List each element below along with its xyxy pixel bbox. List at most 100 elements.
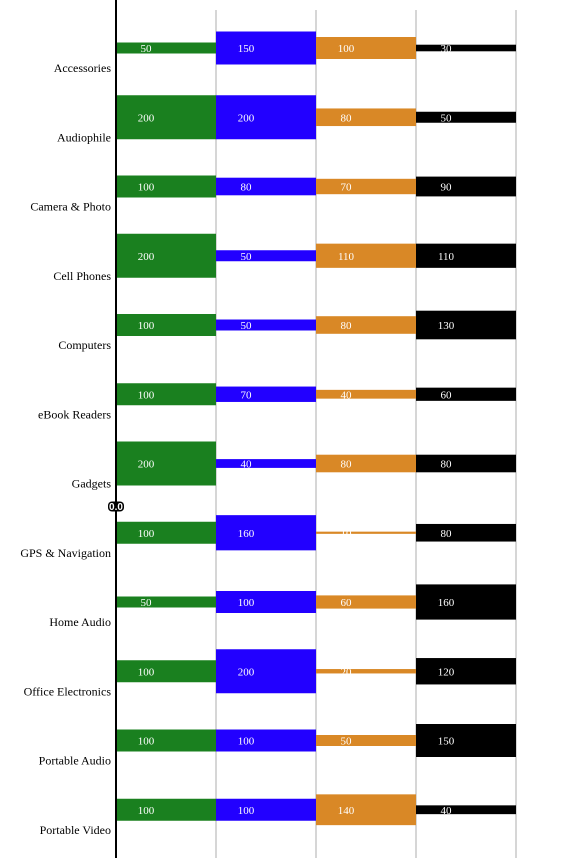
bar-value-label: 60 — [341, 597, 353, 609]
bar — [416, 176, 516, 197]
category-label: Camera & Photo — [30, 200, 111, 214]
bar-value-label: 90 — [441, 182, 453, 194]
category-label: Accessories — [54, 61, 112, 75]
bar — [316, 243, 416, 268]
bar-value-label: 100 — [138, 528, 155, 540]
bar — [316, 794, 416, 826]
bar — [416, 310, 516, 340]
bar-value-label: 70 — [241, 389, 253, 401]
bar-value-label: 100 — [238, 736, 255, 748]
bar — [116, 233, 216, 278]
bar — [216, 31, 316, 65]
category-label: Office Electronics — [24, 684, 112, 698]
bar — [116, 660, 216, 683]
bar — [416, 658, 516, 685]
bar — [116, 175, 216, 198]
bar-value-label: 60 — [441, 389, 453, 401]
bar-value-label: 200 — [138, 251, 155, 263]
bar-value-label: 130 — [438, 320, 455, 332]
bar — [416, 454, 516, 473]
bar-value-label: 100 — [238, 597, 255, 609]
bar — [316, 108, 416, 127]
axis-marker-badge — [108, 501, 124, 512]
bar-value-label: 80 — [241, 182, 253, 194]
bar — [116, 441, 216, 486]
bar-value-label: 100 — [138, 805, 155, 817]
bar-value-label: 110 — [438, 251, 455, 263]
category-label: Computers — [58, 338, 111, 352]
category-label: GPS & Navigation — [20, 546, 111, 560]
bar — [216, 798, 316, 821]
bar — [316, 316, 416, 334]
bar-value-label: 150 — [238, 43, 255, 55]
bar — [216, 95, 316, 140]
bar-value-label: 80 — [441, 459, 453, 471]
bar-value-label: 50 — [441, 112, 453, 124]
category-label: Audiophile — [57, 130, 111, 144]
bar-value-label: 100 — [138, 389, 155, 401]
bar-value-label: 40 — [241, 459, 253, 471]
bar — [216, 386, 316, 402]
bar — [316, 389, 416, 399]
bar — [116, 383, 216, 406]
bar — [216, 459, 316, 468]
bar-value-label: 150 — [438, 736, 455, 748]
bar — [116, 314, 216, 336]
bar — [216, 591, 316, 613]
bar-value-label: 80 — [341, 459, 353, 471]
bar — [116, 521, 216, 544]
bar-value-label: 10 — [341, 528, 353, 540]
bar — [116, 798, 216, 821]
bar-value-label: 50 — [241, 251, 253, 263]
bar-value-label: 120 — [438, 666, 455, 678]
bar-value-label: 160 — [438, 597, 455, 609]
bar-value-label: 80 — [341, 112, 353, 124]
bar — [216, 729, 316, 752]
bar-value-label: 50 — [141, 43, 153, 55]
bar-value-label: 100 — [338, 43, 355, 55]
grid-lines — [215, 10, 517, 858]
bar — [116, 596, 216, 608]
bar — [416, 584, 516, 620]
bar-value-label: 200 — [238, 666, 255, 678]
bar — [416, 523, 516, 542]
bar — [416, 387, 516, 401]
bar-value-label: 100 — [138, 182, 155, 194]
bar — [216, 319, 316, 331]
bar — [416, 724, 516, 757]
category-labels: Accessories Audiophile Camera & Photo Cell … — [20, 61, 111, 837]
bar-value-label: 100 — [138, 736, 155, 748]
bar-value-label: 100 — [138, 666, 155, 678]
bar-value-label: 100 — [138, 320, 155, 332]
bar-value-label: 40 — [341, 389, 353, 401]
bar-value-label: 140 — [338, 805, 355, 817]
bar — [216, 250, 316, 262]
bar-value-label: 50 — [341, 736, 353, 748]
category-label: Home Audio — [49, 615, 111, 629]
bar — [416, 44, 516, 52]
axis-marker: 0.0 — [108, 501, 124, 513]
bar-value-label: 160 — [238, 528, 255, 540]
bar-value-label: 80 — [341, 320, 353, 332]
bar-value-label: 30 — [441, 43, 453, 55]
bar-value-label: 100 — [238, 805, 255, 817]
bar-value-label: 110 — [338, 251, 355, 263]
bar — [216, 515, 316, 551]
bars — [116, 31, 516, 826]
bar-value-label: 20 — [341, 666, 353, 678]
value-labels: 50 200 100 200 100 100 200 100 50 100 100 100 150 200… — [138, 43, 455, 817]
bar — [116, 95, 216, 140]
category-label: Gadgets — [72, 477, 112, 491]
bar-value-label: 50 — [141, 597, 153, 609]
bar-value-label: 200 — [138, 459, 155, 471]
bar — [116, 729, 216, 752]
bar-value-label: 200 — [138, 112, 155, 124]
category-label: eBook Readers — [38, 407, 111, 421]
bar-value-label: 40 — [441, 805, 453, 817]
bar — [416, 805, 516, 815]
bar — [316, 595, 416, 609]
bar-value-label: 70 — [341, 182, 353, 194]
bar — [116, 42, 216, 54]
bar-value-label: 80 — [441, 528, 453, 540]
